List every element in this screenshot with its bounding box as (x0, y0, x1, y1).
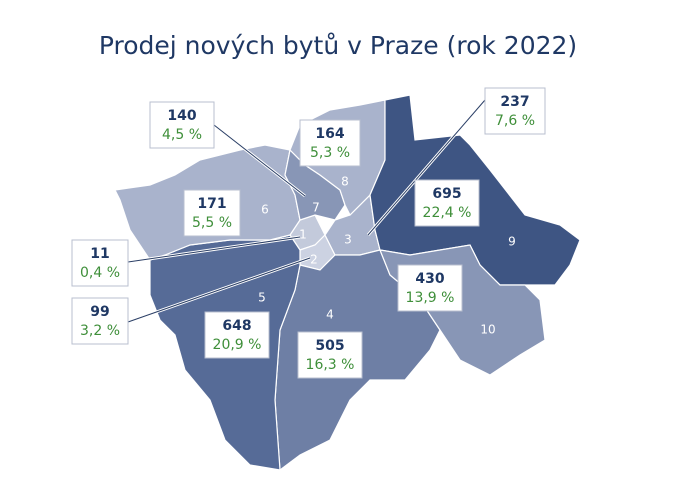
sales-count: 430 (415, 271, 444, 287)
sales-count: 171 (197, 196, 226, 212)
sales-count: 237 (500, 94, 529, 110)
label-box (204, 311, 270, 359)
sales-count: 505 (315, 338, 344, 354)
leader-line (127, 236, 301, 263)
label-box (149, 101, 215, 149)
district-number: 3 (344, 233, 352, 247)
sales-share: 16,3 % (306, 357, 355, 373)
district-number: 6 (261, 203, 269, 217)
district-number: 4 (326, 308, 334, 322)
sales-count: 11 (90, 246, 109, 262)
leader-line (367, 99, 486, 236)
district-number: 10 (480, 323, 495, 337)
sales-share: 3,2 % (80, 323, 120, 339)
district-number: 5 (258, 291, 266, 305)
sales-count: 695 (432, 186, 461, 202)
sales-share: 20,9 % (213, 337, 262, 353)
label-box (183, 189, 241, 237)
district-number: 7 (312, 201, 320, 215)
label-box (299, 119, 361, 167)
sales-share: 0,4 % (80, 265, 120, 281)
district-number: 9 (508, 235, 516, 249)
sales-count: 99 (90, 304, 109, 320)
label-box (71, 297, 129, 345)
sales-count: 140 (167, 108, 196, 124)
sales-count: 164 (315, 126, 344, 142)
label-box (414, 179, 480, 227)
district-number: 8 (341, 175, 349, 189)
sales-share: 13,9 % (406, 290, 455, 306)
label-box (484, 87, 546, 135)
sales-share: 7,6 % (495, 113, 535, 129)
leader-line (213, 124, 306, 197)
sales-share: 5,5 % (192, 215, 232, 231)
label-box (297, 331, 363, 379)
map-title: Prodej nových bytů v Praze (rok 2022) (99, 31, 577, 60)
district-number: 2 (310, 253, 318, 267)
leader-line (127, 257, 311, 323)
sales-share: 4,5 % (162, 127, 202, 143)
district-number: 1 (299, 228, 307, 242)
label-box (397, 264, 463, 312)
label-box (71, 239, 129, 287)
sales-share: 5,3 % (310, 145, 350, 161)
sales-count: 648 (222, 318, 251, 334)
sales-share: 22,4 % (423, 205, 472, 221)
